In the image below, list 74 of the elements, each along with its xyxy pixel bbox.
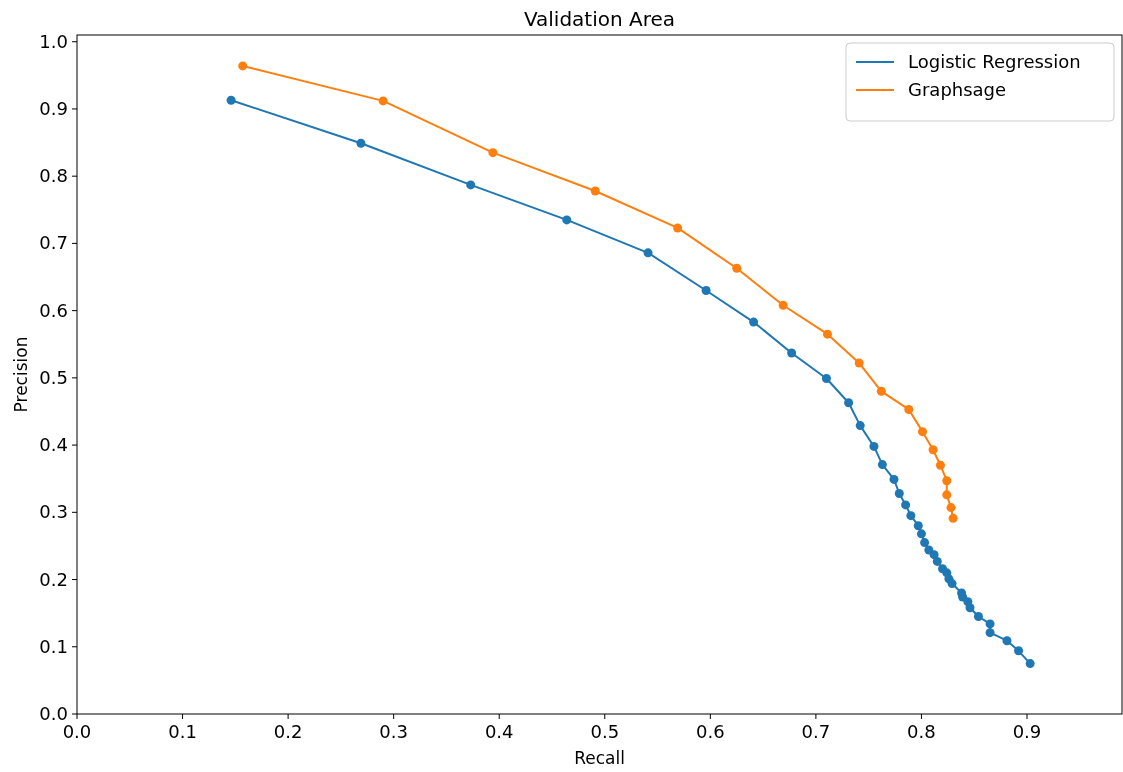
legend-label: Graphsage (908, 79, 1007, 100)
point (904, 404, 914, 414)
point (590, 186, 600, 196)
y-tick-label: 1.0 (39, 30, 68, 52)
y-tick-label: 0.8 (39, 165, 68, 187)
point (942, 490, 952, 500)
point (985, 628, 995, 638)
point (488, 148, 498, 158)
point (466, 180, 476, 190)
x-tick-label: 0.2 (273, 721, 303, 742)
point (823, 329, 832, 339)
chart-title: Validation Area (523, 7, 676, 31)
x-tick-label: 0.4 (484, 721, 514, 742)
y-axis-title: Precision (11, 336, 31, 413)
point (928, 445, 938, 455)
point (947, 579, 957, 589)
point (1025, 659, 1035, 669)
point (894, 488, 904, 498)
point (901, 500, 911, 510)
point (356, 138, 366, 148)
point (942, 476, 952, 486)
point (844, 398, 854, 408)
y-tick-label: 0.2 (39, 568, 68, 590)
point (906, 511, 916, 521)
point (854, 358, 864, 368)
point (562, 215, 572, 225)
point (673, 223, 683, 233)
x-tick-label: 0.8 (907, 721, 936, 742)
x-tick-label: 0.0 (62, 721, 92, 742)
x-tick-label: 0.3 (379, 721, 408, 742)
y-tick-label: 0.4 (39, 434, 68, 456)
point (929, 550, 939, 560)
point (701, 285, 711, 295)
point (973, 612, 983, 622)
x-tick-label: 0.9 (1012, 721, 1042, 742)
point (877, 460, 887, 470)
x-tick-label: 0.1 (168, 721, 197, 742)
point (935, 460, 945, 470)
point (948, 513, 958, 523)
y-tick-label: 0.0 (39, 703, 68, 724)
point (226, 95, 236, 105)
point (932, 556, 942, 566)
point (643, 248, 653, 258)
x-tick-label: 0.6 (696, 721, 725, 742)
y-tick-label: 0.3 (39, 501, 68, 523)
point (985, 619, 995, 629)
point (920, 538, 930, 548)
point (749, 317, 759, 327)
point (876, 386, 886, 396)
x-axis-title: Recall (574, 748, 625, 768)
point (889, 474, 899, 484)
y-tick-label: 0.6 (39, 299, 68, 321)
point (913, 521, 923, 531)
point (821, 374, 831, 384)
point (787, 348, 797, 358)
y-tick-label: 0.7 (39, 232, 68, 254)
point (916, 529, 926, 539)
legend-label: Logistic Regression (908, 51, 1081, 72)
point (869, 441, 879, 451)
point (732, 263, 742, 273)
y-tick-label: 0.1 (39, 635, 68, 657)
point (946, 503, 956, 513)
point (1002, 636, 1012, 646)
point (918, 427, 927, 437)
point (778, 300, 788, 310)
y-tick-label: 0.9 (39, 97, 68, 119)
point (855, 421, 865, 431)
y-tick-label: 0.5 (39, 366, 68, 388)
x-tick-label: 0.5 (590, 721, 620, 742)
point (238, 61, 248, 71)
point (378, 96, 388, 106)
x-tick-label: 0.7 (801, 721, 831, 742)
point (965, 603, 975, 613)
point (1014, 646, 1024, 656)
